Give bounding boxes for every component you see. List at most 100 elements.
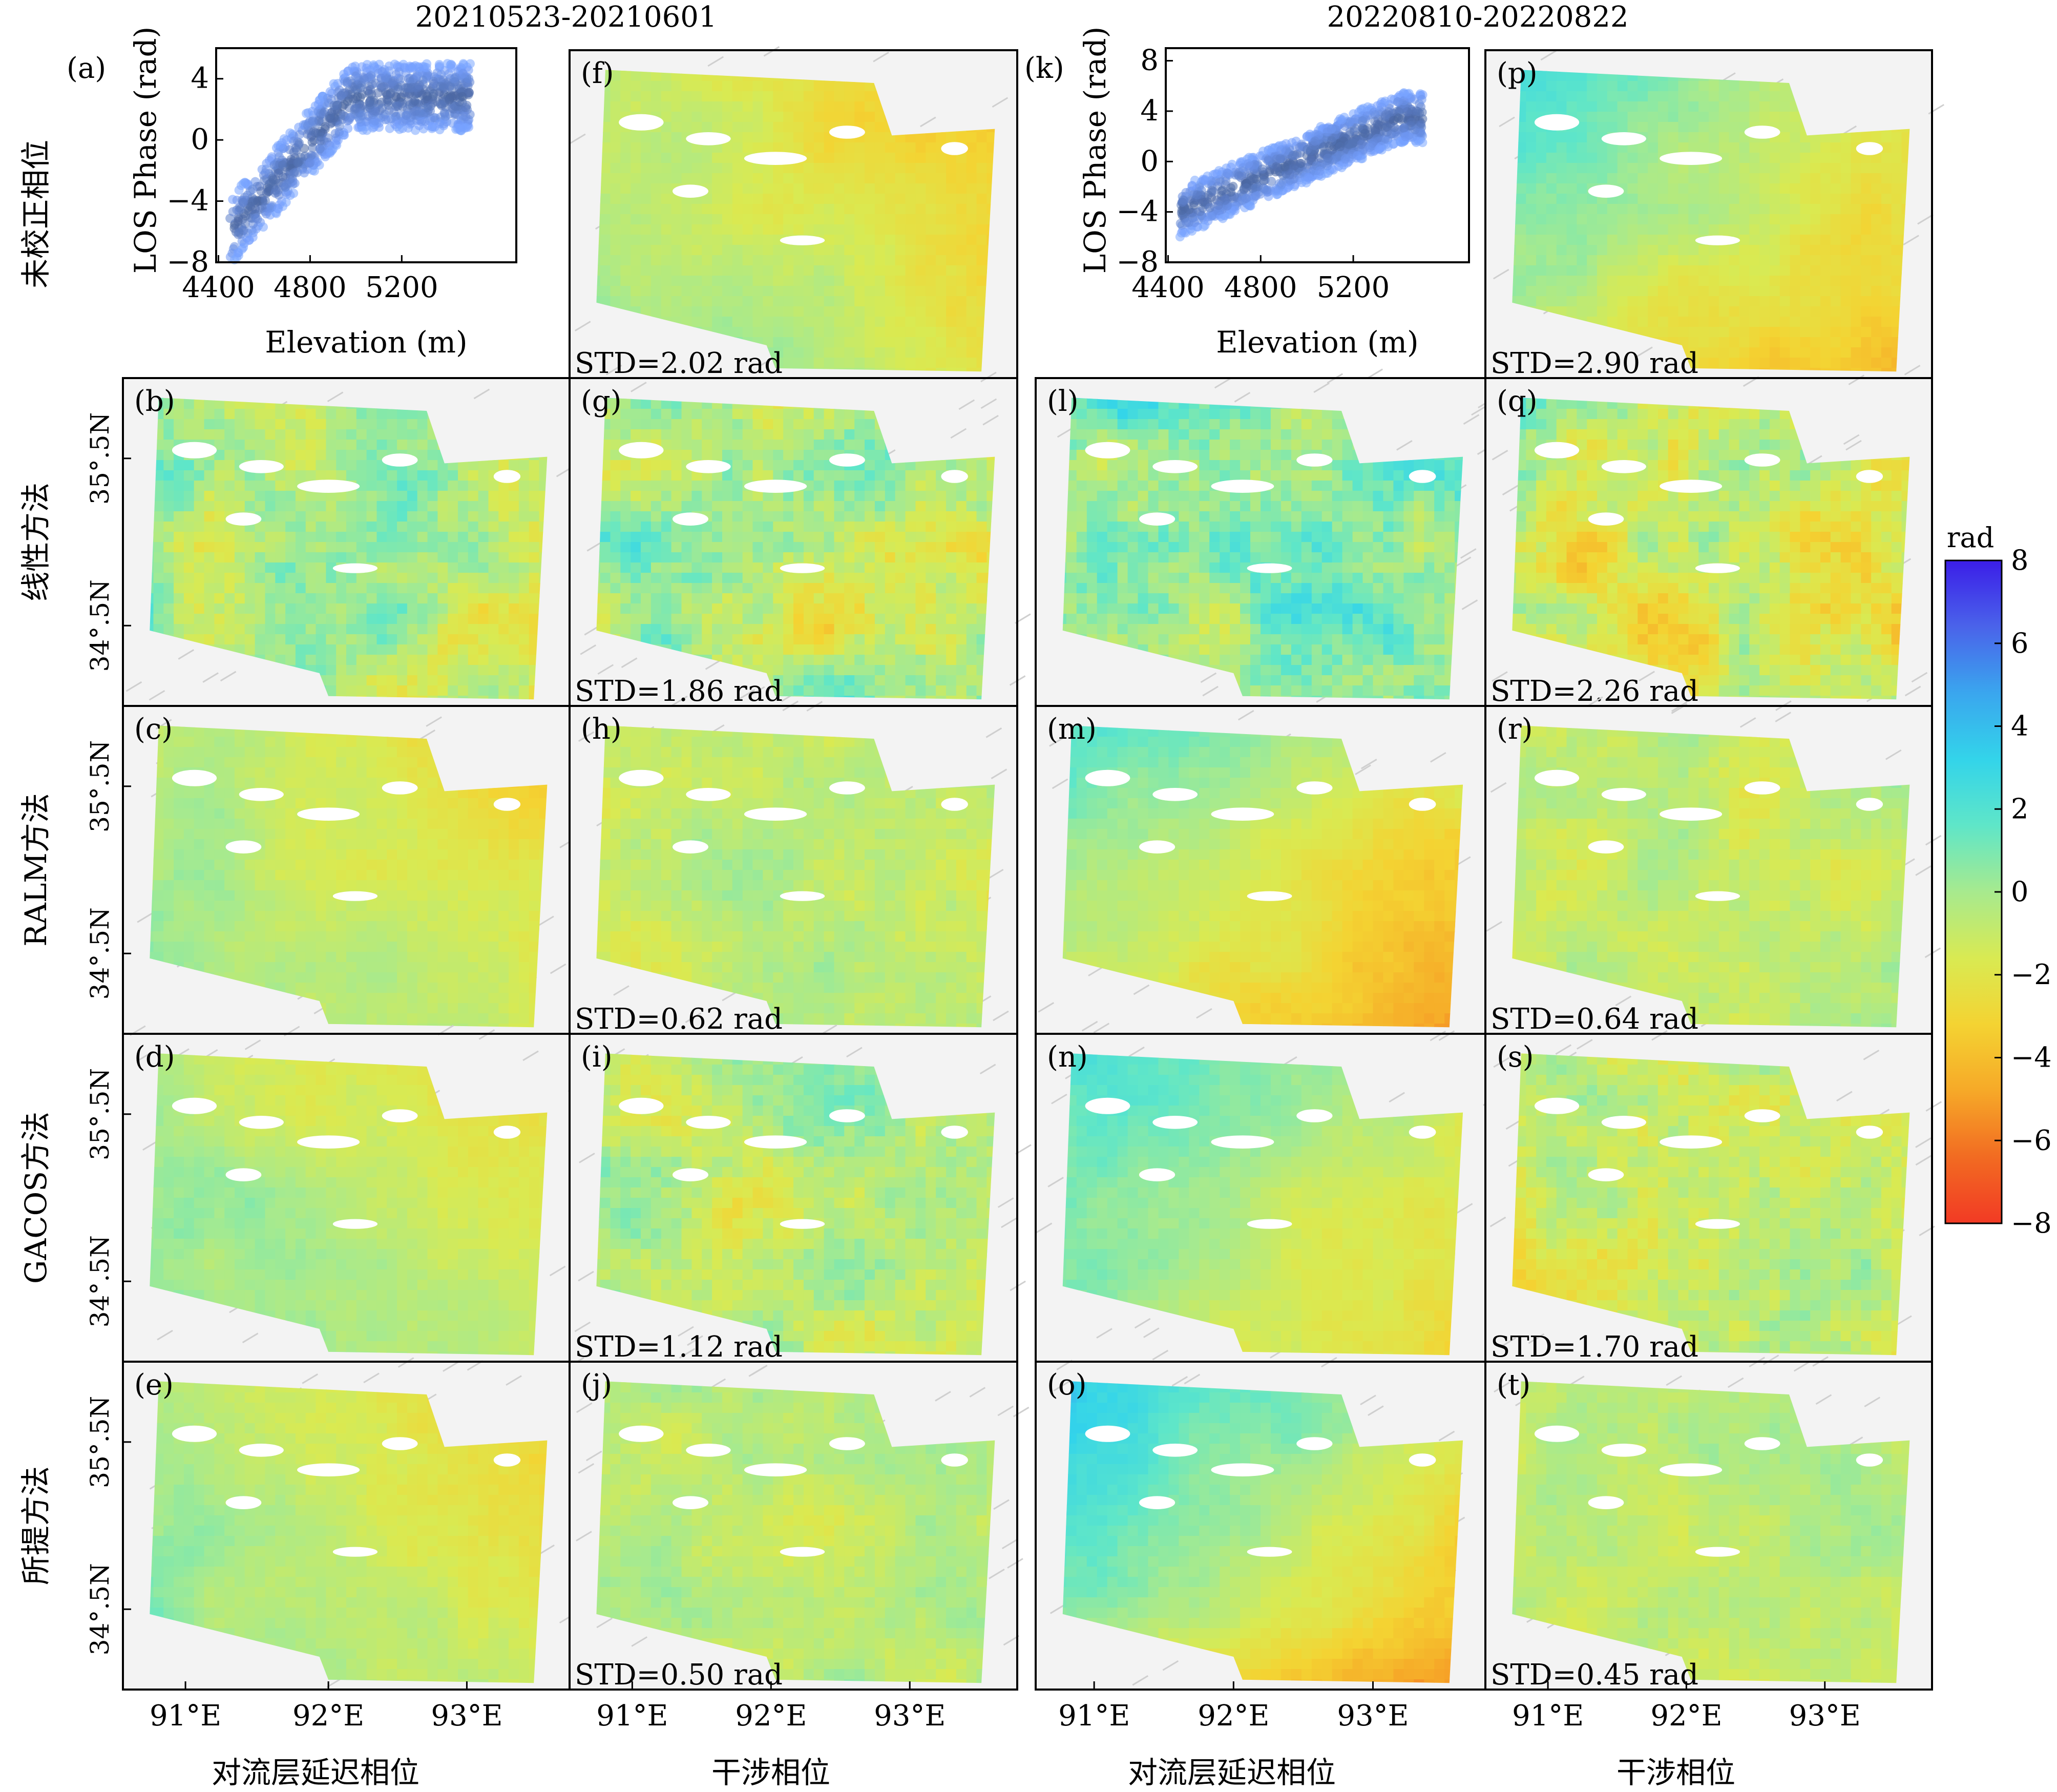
phase-pixel	[813, 296, 825, 307]
scatter-point	[461, 123, 471, 133]
phase-pixel	[885, 204, 896, 215]
phase-pixel	[966, 317, 977, 327]
phase-pixel	[1739, 224, 1750, 235]
phase-pixel	[1678, 101, 1689, 112]
phase-pixel	[915, 337, 927, 348]
phase-pixel	[793, 112, 804, 122]
phase-pixel	[834, 214, 845, 225]
phase-pixel	[1779, 265, 1791, 276]
phase-pixel	[1769, 214, 1780, 225]
phase-pixel	[844, 91, 855, 102]
phase-pixel	[976, 214, 988, 225]
phase-pixel	[712, 296, 723, 307]
phase-pixel	[813, 306, 825, 317]
phase-pixel	[956, 368, 967, 372]
phase-pixel	[1536, 91, 1547, 102]
phase-pixel	[885, 327, 896, 338]
phase-pixel	[1861, 358, 1872, 368]
phase-pixel	[793, 91, 804, 102]
phase-pixel	[600, 286, 611, 297]
phase-pixel	[596, 245, 601, 256]
phase-pixel	[631, 142, 641, 153]
phase-pixel	[650, 204, 662, 215]
phase-pixel	[1668, 194, 1679, 204]
phase-pixel	[905, 132, 916, 143]
phase-pixel	[1536, 235, 1547, 245]
phase-pixel	[1627, 245, 1639, 256]
phase-pixel	[620, 204, 631, 215]
phase-pixel	[956, 235, 967, 245]
terrain-shading	[763, 46, 780, 57]
phase-pixel	[661, 235, 672, 245]
phase-pixel	[936, 327, 947, 338]
phase-pixel	[661, 112, 672, 122]
phase-pixel	[793, 214, 804, 225]
phase-pixel	[691, 101, 703, 112]
phase-pixel	[1790, 245, 1801, 256]
phase-pixel	[1790, 306, 1801, 317]
phase-pixel	[620, 183, 631, 194]
scatter-point	[1304, 173, 1313, 182]
phase-pixel	[946, 296, 957, 307]
phase-pixel	[1577, 153, 1587, 163]
phase-pixel	[1657, 194, 1669, 204]
phase-pixel	[1556, 183, 1567, 194]
phase-pixel	[1810, 183, 1821, 194]
scatter-point	[1374, 120, 1384, 130]
phase-pixel	[712, 306, 723, 317]
phase-pixel	[1617, 276, 1628, 286]
phase-pixel	[1881, 142, 1892, 153]
phase-pixel	[1536, 245, 1547, 256]
phase-pixel	[1729, 347, 1740, 358]
phase-pixel	[631, 101, 641, 112]
panel-letter: (k)	[1024, 52, 1064, 85]
phase-pixel	[661, 224, 672, 235]
phase-pixel	[1810, 265, 1821, 276]
phase-pixel	[1536, 276, 1547, 286]
scatter-point	[1310, 136, 1320, 146]
phase-pixel	[661, 296, 672, 307]
phase-pixel	[854, 245, 865, 256]
phase-pixel	[1512, 276, 1517, 286]
phase-pixel	[1516, 255, 1527, 266]
phase-pixel	[650, 306, 662, 317]
scatter-point	[329, 79, 339, 89]
phase-pixel	[1820, 245, 1831, 256]
phase-pixel	[854, 183, 865, 194]
phase-pixel	[1820, 255, 1831, 266]
phase-pixel	[1648, 317, 1659, 327]
phase-pixel	[834, 173, 845, 184]
phase-pixel	[874, 337, 886, 348]
phase-pixel	[1718, 265, 1730, 276]
phase-pixel	[1810, 204, 1821, 215]
phase-pixel	[895, 317, 906, 327]
phase-pixel	[834, 183, 845, 194]
phase-pixel	[773, 142, 784, 153]
phase-pixel	[1729, 194, 1740, 204]
phase-pixel	[1668, 91, 1679, 102]
phase-pixel	[946, 224, 957, 235]
phase-pixel	[641, 71, 652, 81]
phase-pixel	[895, 368, 906, 372]
phase-pixel	[1769, 286, 1780, 297]
phase-pixel	[732, 91, 743, 102]
scatter-point	[1360, 129, 1370, 138]
phase-pixel	[1901, 142, 1910, 153]
phase-pixel	[763, 204, 774, 215]
phase-pixel	[1871, 245, 1882, 256]
phase-pixel	[631, 224, 641, 235]
phase-pixel	[885, 296, 896, 307]
phase-pixel	[834, 142, 845, 153]
phase-pixel	[874, 142, 886, 153]
phase-pixel	[895, 194, 906, 204]
scatter-point	[1358, 116, 1368, 126]
phase-pixel	[813, 163, 825, 174]
phase-pixel	[650, 71, 662, 81]
phase-pixel	[681, 276, 692, 286]
phase-pixel	[946, 327, 957, 338]
phase-pixel	[641, 214, 652, 225]
phase-pixel	[1861, 194, 1872, 204]
phase-pixel	[1881, 204, 1892, 215]
phase-pixel	[895, 265, 906, 276]
phase-pixel	[1749, 265, 1760, 276]
